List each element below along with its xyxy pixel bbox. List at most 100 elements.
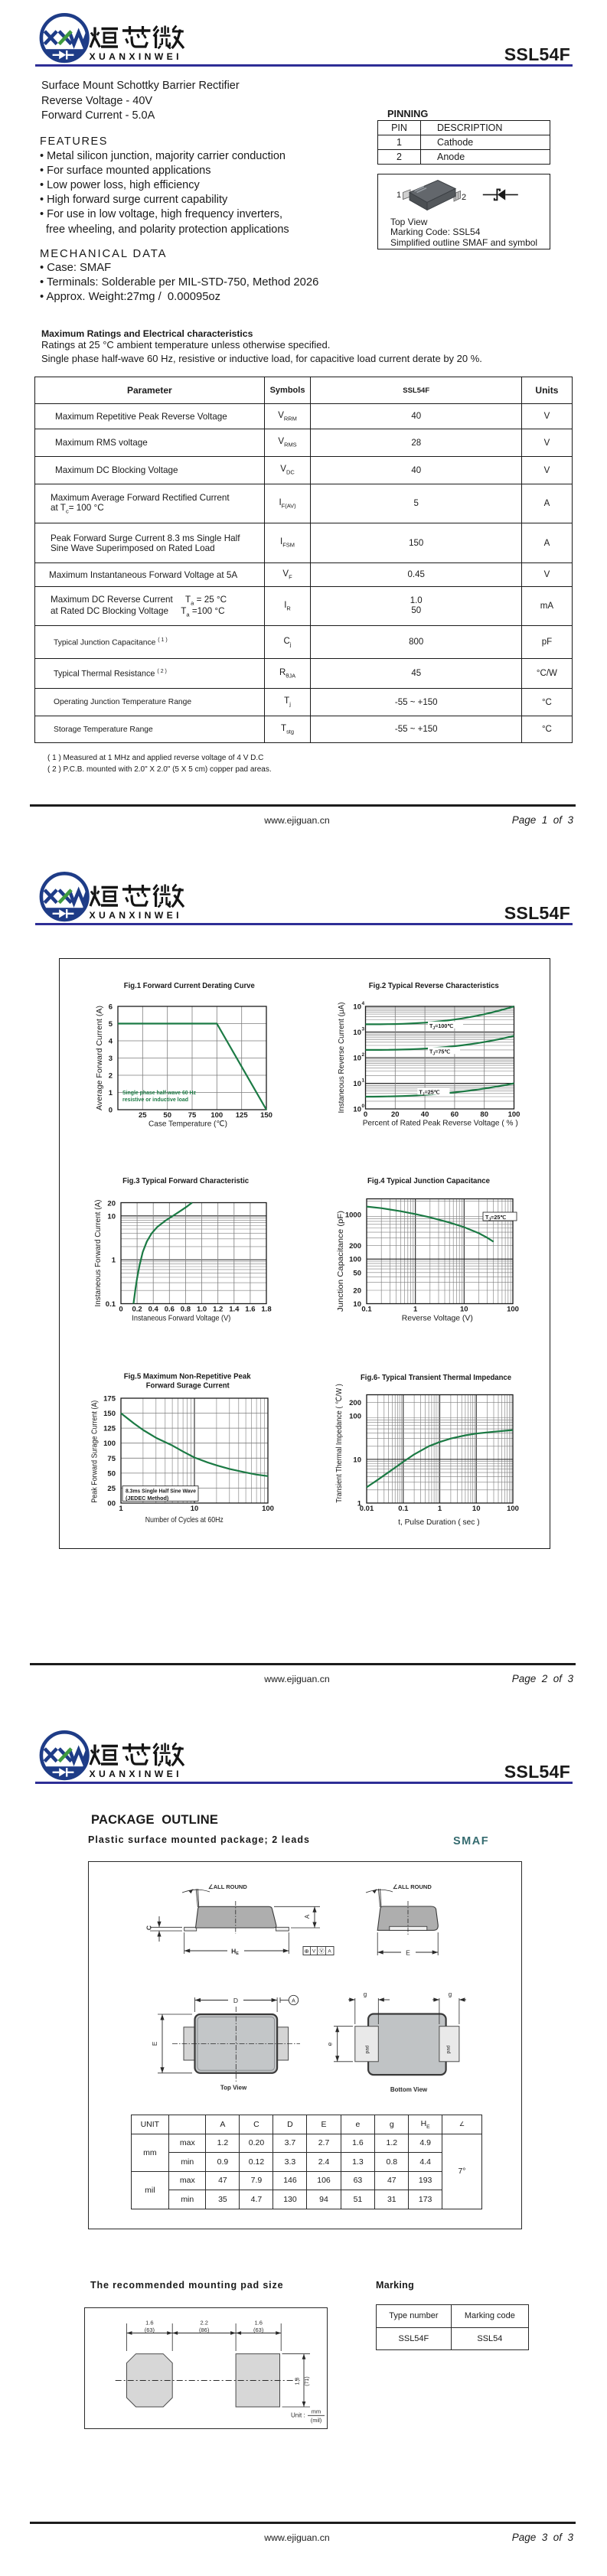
- svg-text:2: 2: [362, 1052, 365, 1058]
- svg-text:Transient Thermal Impedance (: Transient Thermal Impedance ( ℃/W ): [335, 1384, 344, 1503]
- svg-text:4: 4: [362, 1001, 365, 1006]
- svg-text:HE: HE: [231, 1947, 239, 1956]
- svg-text:Junction Capacitance (pF): Junction Capacitance (pF): [337, 1211, 345, 1312]
- svg-text:100: 100: [349, 1256, 361, 1264]
- svg-text:1: 1: [397, 191, 401, 200]
- svg-text:⊕: ⊕: [305, 1948, 309, 1955]
- svg-text:Fig.2 Typical Reverse Charact: Fig.2 Typical Reverse Characteristics: [369, 982, 499, 990]
- svg-text:125: 125: [103, 1425, 116, 1433]
- svg-text:10: 10: [353, 1055, 361, 1063]
- svg-text:3: 3: [362, 1027, 365, 1032]
- svg-text:0.1: 0.1: [398, 1505, 409, 1513]
- svg-text:1.6: 1.6: [245, 1306, 255, 1314]
- svg-text:150: 150: [260, 1111, 272, 1120]
- svg-text:g: g: [364, 1991, 367, 1998]
- svg-text:E: E: [406, 1948, 410, 1956]
- svg-text:1000: 1000: [345, 1211, 361, 1219]
- svg-text:2: 2: [109, 1072, 113, 1081]
- svg-text:Peak Forward Surage Current (A: Peak Forward Surage Current (A): [91, 1400, 100, 1503]
- svg-text:TJ=75℃: TJ=75℃: [429, 1048, 450, 1056]
- svg-text:Fig.4 Typical Junction Capaci: Fig.4 Typical Junction Capacitance: [367, 1177, 490, 1185]
- svg-text:75: 75: [188, 1111, 197, 1120]
- svg-text:A: A: [304, 1914, 311, 1919]
- svg-text:150: 150: [103, 1410, 116, 1418]
- svg-text:1.0: 1.0: [197, 1306, 207, 1314]
- svg-text:50: 50: [107, 1469, 116, 1478]
- svg-text:100: 100: [103, 1440, 116, 1448]
- svg-text:Average Forward Current (A): Average Forward Current (A): [96, 1006, 104, 1110]
- svg-text:1: 1: [438, 1505, 442, 1513]
- svg-text:10: 10: [353, 1106, 361, 1114]
- svg-text:1.2: 1.2: [213, 1306, 223, 1314]
- svg-text:1: 1: [362, 1078, 365, 1084]
- svg-text:2.2: 2.2: [200, 2320, 207, 2327]
- svg-text:200: 200: [349, 1242, 361, 1251]
- svg-text:C: C: [145, 1925, 153, 1930]
- svg-text:Case Temperature (℃): Case Temperature (℃): [148, 1120, 227, 1129]
- svg-text:0.4: 0.4: [148, 1306, 159, 1314]
- svg-text:75: 75: [107, 1455, 116, 1463]
- svg-text:10: 10: [353, 1080, 361, 1088]
- svg-text:1: 1: [413, 1306, 418, 1314]
- svg-text:5: 5: [109, 1020, 113, 1029]
- svg-text:1.6: 1.6: [145, 2320, 153, 2327]
- svg-text:Instaneous Forward Current (A): Instaneous Forward Current (A): [94, 1200, 103, 1307]
- svg-text:Reverse Voltage (V): Reverse Voltage (V): [402, 1315, 473, 1323]
- svg-text:V: V: [312, 1949, 316, 1955]
- svg-text:(71): (71): [305, 2376, 310, 2385]
- svg-text:100: 100: [262, 1505, 274, 1513]
- svg-text:0.8: 0.8: [181, 1306, 191, 1314]
- svg-text:100: 100: [349, 1412, 361, 1420]
- svg-text:A: A: [328, 1949, 331, 1955]
- svg-text:TJ=100℃: TJ=100℃: [429, 1022, 453, 1031]
- svg-text:1: 1: [357, 1500, 362, 1508]
- svg-text:20: 20: [107, 1200, 116, 1208]
- svg-text:40: 40: [421, 1110, 429, 1119]
- svg-text:10: 10: [472, 1505, 481, 1513]
- svg-text:mm: mm: [312, 2408, 321, 2415]
- svg-text:Percent of Rated Peak Reverse: Percent of Rated Peak Reverse Voltage ( …: [363, 1120, 518, 1128]
- svg-text:∠ALL ROUND: ∠ALL ROUND: [208, 1883, 247, 1890]
- svg-text:1: 1: [109, 1089, 113, 1097]
- svg-text:TJ=25℃: TJ=25℃: [419, 1089, 439, 1097]
- svg-text:1: 1: [119, 1505, 123, 1513]
- svg-text:pad: pad: [446, 2045, 452, 2053]
- svg-text:0.1: 0.1: [361, 1306, 372, 1314]
- svg-text:Fig.3 Typical Forward Charact: Fig.3 Typical Forward Characteristic: [122, 1177, 249, 1185]
- svg-text:resistive or inductive load: resistive or inductive load: [122, 1096, 188, 1103]
- svg-text:Number of Cycles at 60Hz: Number of Cycles at 60Hz: [145, 1516, 224, 1524]
- svg-text:20: 20: [391, 1110, 400, 1119]
- svg-text:t, Pulse Duration ( sec ): t, Pulse Duration ( sec ): [398, 1518, 480, 1527]
- svg-text:80: 80: [480, 1110, 488, 1119]
- svg-text:1.6: 1.6: [254, 2320, 262, 2327]
- svg-text:6: 6: [109, 1003, 113, 1012]
- svg-text:50: 50: [163, 1111, 171, 1120]
- svg-text:1: 1: [112, 1257, 116, 1265]
- svg-text:pad: pad: [365, 2045, 370, 2053]
- svg-text:60: 60: [451, 1110, 459, 1119]
- svg-text:A: A: [292, 1999, 295, 2004]
- svg-text:0: 0: [362, 1104, 365, 1109]
- svg-text:100: 100: [210, 1111, 223, 1120]
- svg-text:Bottom View: Bottom View: [390, 2086, 428, 2093]
- svg-text:1.8: 1.8: [295, 2378, 301, 2385]
- svg-text:0.6: 0.6: [165, 1306, 175, 1314]
- svg-text:10: 10: [353, 1456, 361, 1464]
- svg-text:25: 25: [107, 1485, 116, 1493]
- svg-text:100: 100: [507, 1505, 519, 1513]
- svg-text:0: 0: [119, 1306, 122, 1314]
- svg-text:E: E: [151, 2041, 158, 2046]
- svg-text:25: 25: [139, 1111, 147, 1120]
- svg-text:(63): (63): [253, 2327, 264, 2333]
- svg-text:0: 0: [109, 1107, 113, 1115]
- svg-text:Single phase half-wave 60 Hz: Single phase half-wave 60 Hz: [122, 1089, 196, 1096]
- svg-text:0.1: 0.1: [106, 1300, 116, 1309]
- svg-text:(86): (86): [199, 2327, 210, 2333]
- svg-text:(JEDEC Method): (JEDEC Method): [126, 1495, 169, 1502]
- svg-text:4: 4: [109, 1038, 113, 1046]
- svg-text:(63): (63): [145, 2327, 155, 2333]
- svg-text:g: g: [449, 1991, 452, 1998]
- svg-text:50: 50: [353, 1269, 361, 1277]
- svg-text:e: e: [326, 2042, 334, 2046]
- svg-text:10: 10: [353, 1029, 361, 1037]
